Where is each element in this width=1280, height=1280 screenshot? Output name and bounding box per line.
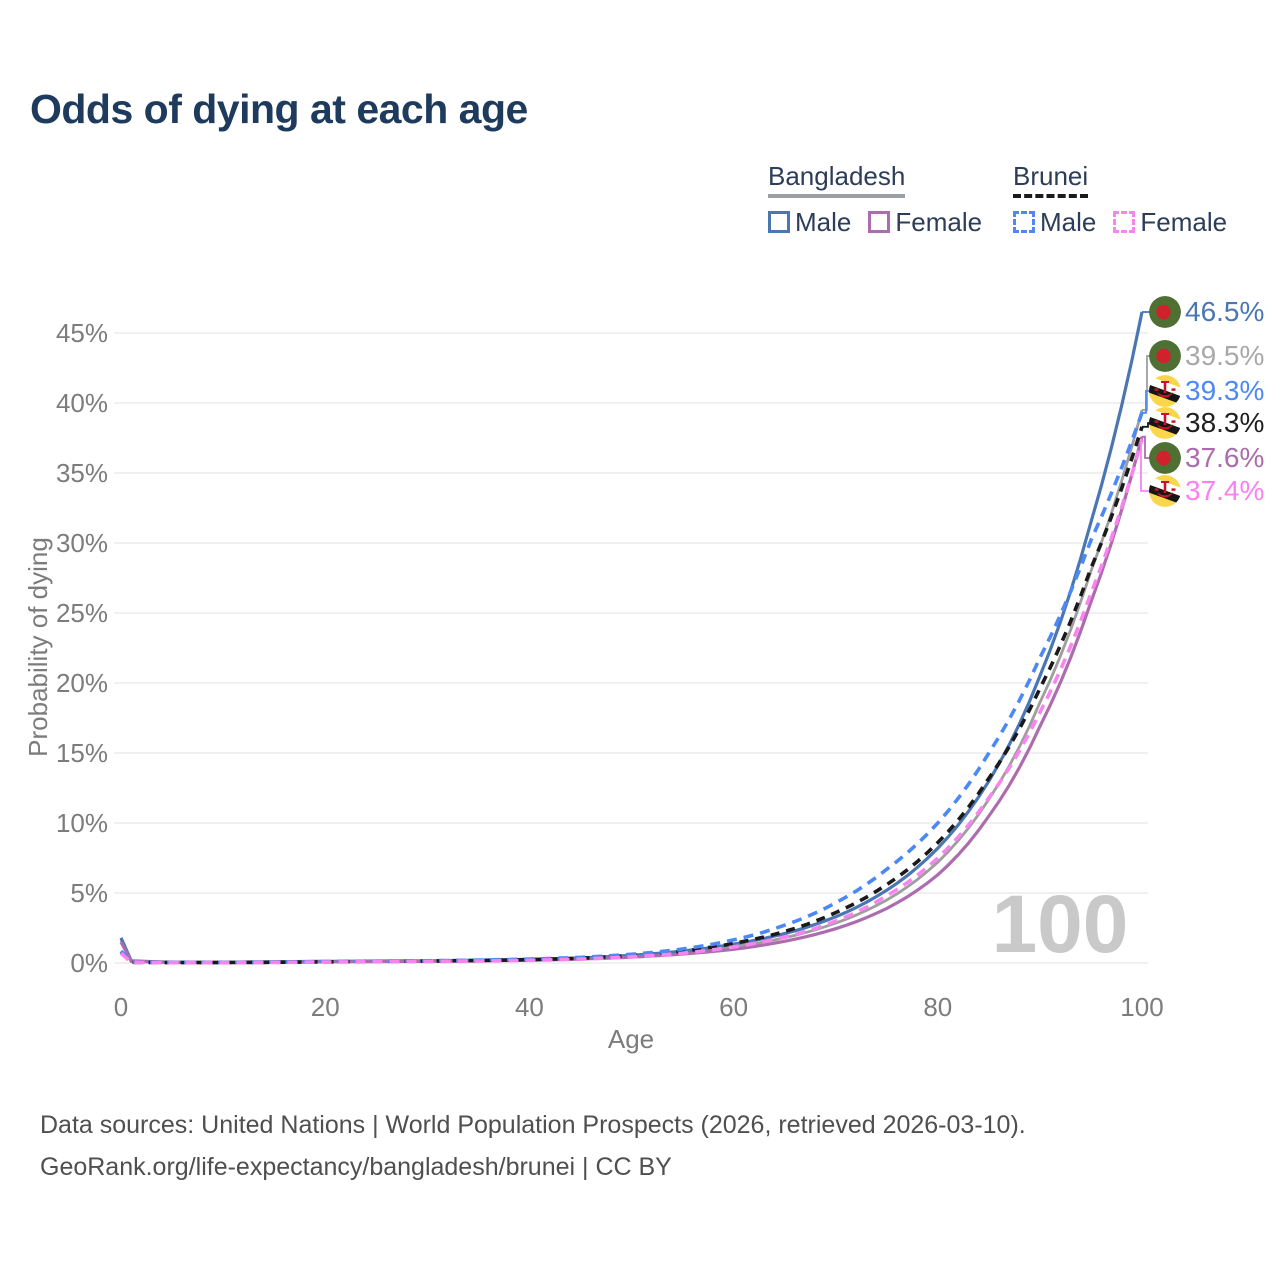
y-tick-label: 40% bbox=[56, 388, 108, 418]
x-axis-title: Age bbox=[608, 1024, 654, 1054]
legend-label-bangladesh-female: Female bbox=[895, 206, 983, 237]
series-lines bbox=[119, 311, 1144, 965]
y-tick-label: 0% bbox=[70, 948, 108, 978]
legend-label-brunei-male: Male bbox=[1040, 206, 1097, 237]
end-label-connector bbox=[1142, 435, 1150, 459]
series-line-bangladesh-male bbox=[119, 311, 1144, 964]
end-value-label: 38.3% bbox=[1185, 407, 1264, 438]
series-line-bangladesh bbox=[119, 409, 1144, 964]
series-line-brunei bbox=[119, 426, 1144, 965]
x-tick-label: 80 bbox=[923, 992, 952, 1022]
y-tick-label: 25% bbox=[56, 598, 108, 628]
bangladesh-flag-icon bbox=[1149, 340, 1181, 372]
legend-label-bangladesh-male: Male bbox=[795, 206, 852, 237]
end-label-connector bbox=[1142, 422, 1150, 428]
legend-swatch-bangladesh-female bbox=[868, 211, 891, 234]
brunei-flag-icon bbox=[1149, 375, 1181, 407]
gridlines bbox=[114, 332, 1148, 964]
end-value-label: 46.5% bbox=[1185, 296, 1264, 327]
x-tick-label: 0 bbox=[114, 992, 128, 1022]
legend-group-bangladesh: Bangladesh Male Female bbox=[768, 162, 999, 238]
footer-attribution-line: GeoRank.org/life-expectancy/bangladesh/b… bbox=[40, 1153, 672, 1181]
y-tick-label: 20% bbox=[56, 668, 108, 698]
legend-row-brunei: Male Female bbox=[1013, 207, 1244, 238]
brunei-flag-icon bbox=[1149, 407, 1181, 439]
x-tick-label: 20 bbox=[311, 992, 340, 1022]
y-tick-label: 10% bbox=[56, 808, 108, 838]
footer: Data sources: United Nations | World Pop… bbox=[40, 1104, 1026, 1188]
legend-swatch-bangladesh-male bbox=[768, 211, 790, 234]
end-value-label: 39.3% bbox=[1185, 375, 1264, 406]
legend-label-brunei-female: Female bbox=[1140, 206, 1228, 237]
y-tick-label: 45% bbox=[56, 318, 108, 348]
series-line-bangladesh-female bbox=[119, 436, 1144, 964]
y-tick-label: 30% bbox=[56, 528, 108, 558]
legend-row-bangladesh: Male Female bbox=[768, 207, 999, 238]
y-tick-label: 15% bbox=[56, 738, 108, 768]
y-tick-label: 35% bbox=[56, 458, 108, 488]
end-value-label: 37.4% bbox=[1185, 475, 1264, 506]
y-axis-title: Probability of dying bbox=[23, 537, 53, 757]
x-tick-label: 40 bbox=[515, 992, 544, 1022]
legend-swatch-brunei-female bbox=[1113, 211, 1136, 234]
x-tick-label: 100 bbox=[1120, 992, 1163, 1022]
x-tick-label: 60 bbox=[719, 992, 748, 1022]
end-value-label: 39.5% bbox=[1185, 340, 1264, 371]
y-axis-tick-labels: 0% 5% 10% 15% 20% 25% 30% 35% 40% 45% bbox=[56, 318, 108, 978]
series-line-brunei-male bbox=[119, 412, 1144, 965]
legend-country-bangladesh: Bangladesh bbox=[768, 162, 906, 198]
bangladesh-flag-icon bbox=[1149, 296, 1181, 328]
y-tick-label: 5% bbox=[70, 878, 108, 908]
end-label-connector bbox=[1142, 390, 1150, 414]
brunei-flag-icon bbox=[1149, 475, 1181, 507]
legend-group-brunei: Brunei Male Female bbox=[1013, 162, 1244, 238]
series-line-brunei-female bbox=[119, 438, 1144, 965]
end-label-connector bbox=[1140, 438, 1150, 492]
x-axis-tick-labels: 0 20 40 60 80 100 bbox=[114, 992, 1164, 1022]
legend-country-brunei: Brunei bbox=[1013, 162, 1089, 198]
page-title: Odds of dying at each age bbox=[30, 86, 528, 132]
end-value-label: 37.6% bbox=[1185, 442, 1264, 473]
bangladesh-flag-icon bbox=[1149, 442, 1181, 474]
legend-swatch-brunei-male bbox=[1013, 211, 1035, 234]
end-label-connector bbox=[1142, 355, 1150, 411]
series-end-labels: 46.5% 39.5% 39.3%38.3% 37.6%37.4% bbox=[1140, 296, 1264, 507]
age-watermark: 100 bbox=[992, 879, 1129, 970]
footer-source-line: Data sources: United Nations | World Pop… bbox=[40, 1111, 1026, 1139]
